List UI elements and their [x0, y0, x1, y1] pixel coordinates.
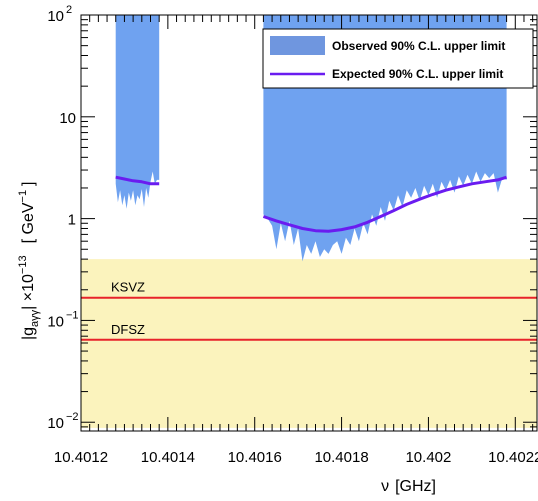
x-tick-label: 10.4022: [488, 449, 538, 466]
y-axis-title-unit-close: ]: [20, 181, 37, 185]
x-axis-symbol: ν: [381, 478, 389, 495]
y-tick-label-exponent: −2: [66, 411, 79, 423]
y-tick-label: 10: [47, 415, 64, 432]
expected-limit-line-1: [115, 175, 160, 186]
x-axis-title: ν [GHz]: [381, 478, 436, 495]
y-axis-title-unit-exp: −1: [17, 190, 29, 203]
legend-expected-label: Expected 90% C.L. upper limit: [332, 67, 503, 81]
y-axis-title: |gaγγ| ×10−13 [ GeV−1]: [17, 181, 41, 340]
x-axis-ticks: 10.4012 10.4014 10.4016 10.4018 10.402 10.402…: [54, 15, 538, 466]
x-tick-label: 10.4012: [54, 449, 108, 466]
y-axis-title-main: |g: [20, 327, 37, 340]
observed-limit-region-1: [115, 15, 160, 209]
ksvz-label: KSVZ: [111, 280, 145, 295]
x-tick-label: 10.402: [405, 449, 451, 466]
y-tick-label: 1: [68, 212, 76, 229]
y-tick-label-exponent: 2: [66, 4, 72, 16]
dfsz-label: DFSZ: [111, 322, 145, 337]
x-tick-label: 10.4018: [314, 449, 368, 466]
y-tick-label-exponent: −1: [66, 309, 79, 321]
y-axis-title-mid: | ×10: [20, 274, 37, 310]
x-tick-label: 10.4014: [141, 449, 195, 466]
y-axis-title-sub: aγγ: [29, 309, 41, 327]
x-axis-unit: [GHz]: [395, 478, 436, 495]
y-tick-label: 10: [59, 110, 76, 127]
legend: Observed 90% C.L. upper limit Expected 9…: [262, 28, 534, 89]
axion-model-band: [81, 259, 537, 428]
legend-observed-swatch: [270, 36, 325, 55]
y-tick-label: 10: [47, 8, 64, 25]
expected-limit-layer: [115, 175, 508, 233]
y-axis-title-exp: −13: [17, 255, 29, 274]
model-lines-layer: [81, 296, 537, 341]
y-tick-label: 10: [47, 313, 64, 330]
y-axis-title-unit: [ GeV: [20, 202, 37, 243]
expected-limit-line-2: [262, 175, 508, 233]
legend-observed-label: Observed 90% C.L. upper limit: [332, 39, 505, 53]
x-tick-label: 10.4016: [228, 449, 282, 466]
